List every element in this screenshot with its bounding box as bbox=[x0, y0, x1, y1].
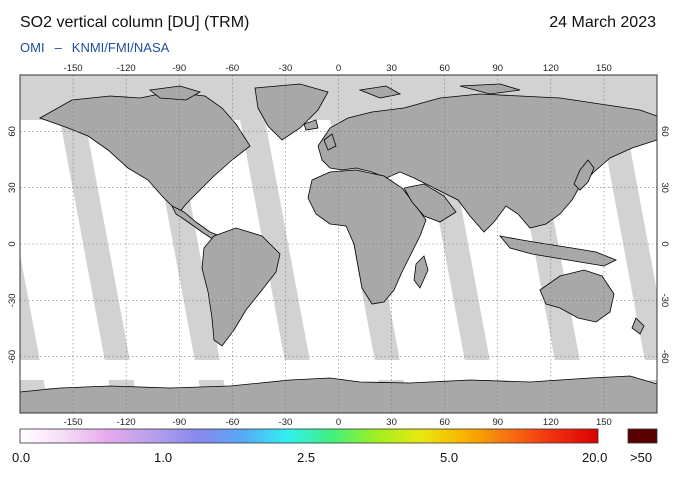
madagascar bbox=[413, 255, 429, 289]
latitude-ticks-left: 60 30 0 -30 -60 bbox=[7, 126, 18, 363]
longitude-tick-label: 120 bbox=[543, 63, 559, 74]
source-separator: – bbox=[54, 40, 62, 55]
longitude-tick-label: 60 bbox=[439, 63, 450, 74]
longitude-tick-label: 60 bbox=[439, 417, 450, 428]
longitude-tick-label: -60 bbox=[225, 63, 239, 74]
longitude-tick-label: -30 bbox=[279, 417, 293, 428]
longitude-tick-label: 120 bbox=[543, 417, 559, 428]
longitude-tick-label: 90 bbox=[492, 63, 503, 74]
latitude-ticks-right: 60 30 0 -30 -60 bbox=[659, 126, 670, 363]
colorbar-overflow-swatch bbox=[627, 428, 658, 444]
british-isles bbox=[303, 119, 337, 151]
eurasia bbox=[317, 93, 657, 233]
north-america bbox=[39, 91, 251, 215]
arctic-islands bbox=[149, 83, 521, 101]
japan bbox=[573, 159, 595, 191]
latitude-tick-label: 30 bbox=[659, 182, 670, 193]
colorbar-gradient bbox=[19, 428, 599, 444]
map-frame bbox=[19, 74, 658, 414]
latitude-tick-label: 0 bbox=[7, 241, 18, 246]
map-title: SO2 vertical column [DU] (TRM) bbox=[20, 14, 250, 31]
instrument-label: OMI bbox=[20, 40, 45, 55]
africa bbox=[307, 169, 427, 305]
colorbar-label-max: 20.0 bbox=[582, 450, 608, 465]
longitude-tick-label: -120 bbox=[117, 417, 136, 428]
longitude-tick-label: -150 bbox=[64, 63, 83, 74]
graticule bbox=[20, 75, 657, 413]
map-date: 24 March 2023 bbox=[549, 14, 656, 31]
latitude-tick-label: 60 bbox=[659, 126, 670, 137]
longitude-tick-label: -150 bbox=[64, 417, 83, 428]
longitude-tick-label: 150 bbox=[596, 63, 612, 74]
latitude-tick-label: 30 bbox=[7, 182, 18, 193]
colorbar-label-min: 0.0 bbox=[12, 450, 31, 465]
longitude-tick-label: 0 bbox=[336, 417, 341, 428]
latitude-tick-label: -60 bbox=[7, 350, 18, 364]
longitude-tick-label: 150 bbox=[596, 417, 612, 428]
longitude-tick-label: -90 bbox=[172, 417, 186, 428]
new-zealand bbox=[631, 317, 645, 335]
greenland bbox=[254, 83, 329, 141]
south-america bbox=[201, 227, 281, 347]
latitude-tick-label: -60 bbox=[659, 350, 670, 364]
latitude-tick-label: -30 bbox=[659, 293, 670, 307]
arabian-peninsula bbox=[403, 183, 457, 223]
colorbar-label-1: 1.0 bbox=[154, 450, 173, 465]
colorbar-label-2: 2.5 bbox=[297, 450, 316, 465]
colorbar-label-3: 5.0 bbox=[440, 450, 459, 465]
latitude-tick-label: -30 bbox=[7, 293, 18, 307]
longitude-tick-label: -30 bbox=[279, 63, 293, 74]
longitude-tick-label: -90 bbox=[172, 63, 186, 74]
longitude-tick-label: 30 bbox=[386, 417, 397, 428]
data-source: OMI – KNMI/FMI/NASA bbox=[20, 40, 169, 55]
australia bbox=[539, 269, 615, 323]
agencies-label: KNMI/FMI/NASA bbox=[71, 40, 170, 55]
latitude-tick-label: 60 bbox=[7, 126, 18, 137]
longitude-ticks-bottom: -150 -120 -90 -60 -30 0 30 60 90 120 150 bbox=[64, 417, 612, 428]
longitude-tick-label: -60 bbox=[225, 417, 239, 428]
longitude-tick-label: 90 bbox=[492, 417, 503, 428]
colorbar-label-overflow: >50 bbox=[630, 450, 653, 465]
latitude-tick-label: 0 bbox=[659, 241, 670, 246]
longitude-tick-label: 30 bbox=[386, 63, 397, 74]
longitude-tick-label: -120 bbox=[117, 63, 136, 74]
longitude-tick-label: 0 bbox=[336, 63, 341, 74]
maritime-southeast-asia bbox=[498, 235, 617, 267]
longitude-ticks-top: -150 -120 -90 -60 -30 0 30 60 90 120 150 bbox=[64, 63, 612, 74]
